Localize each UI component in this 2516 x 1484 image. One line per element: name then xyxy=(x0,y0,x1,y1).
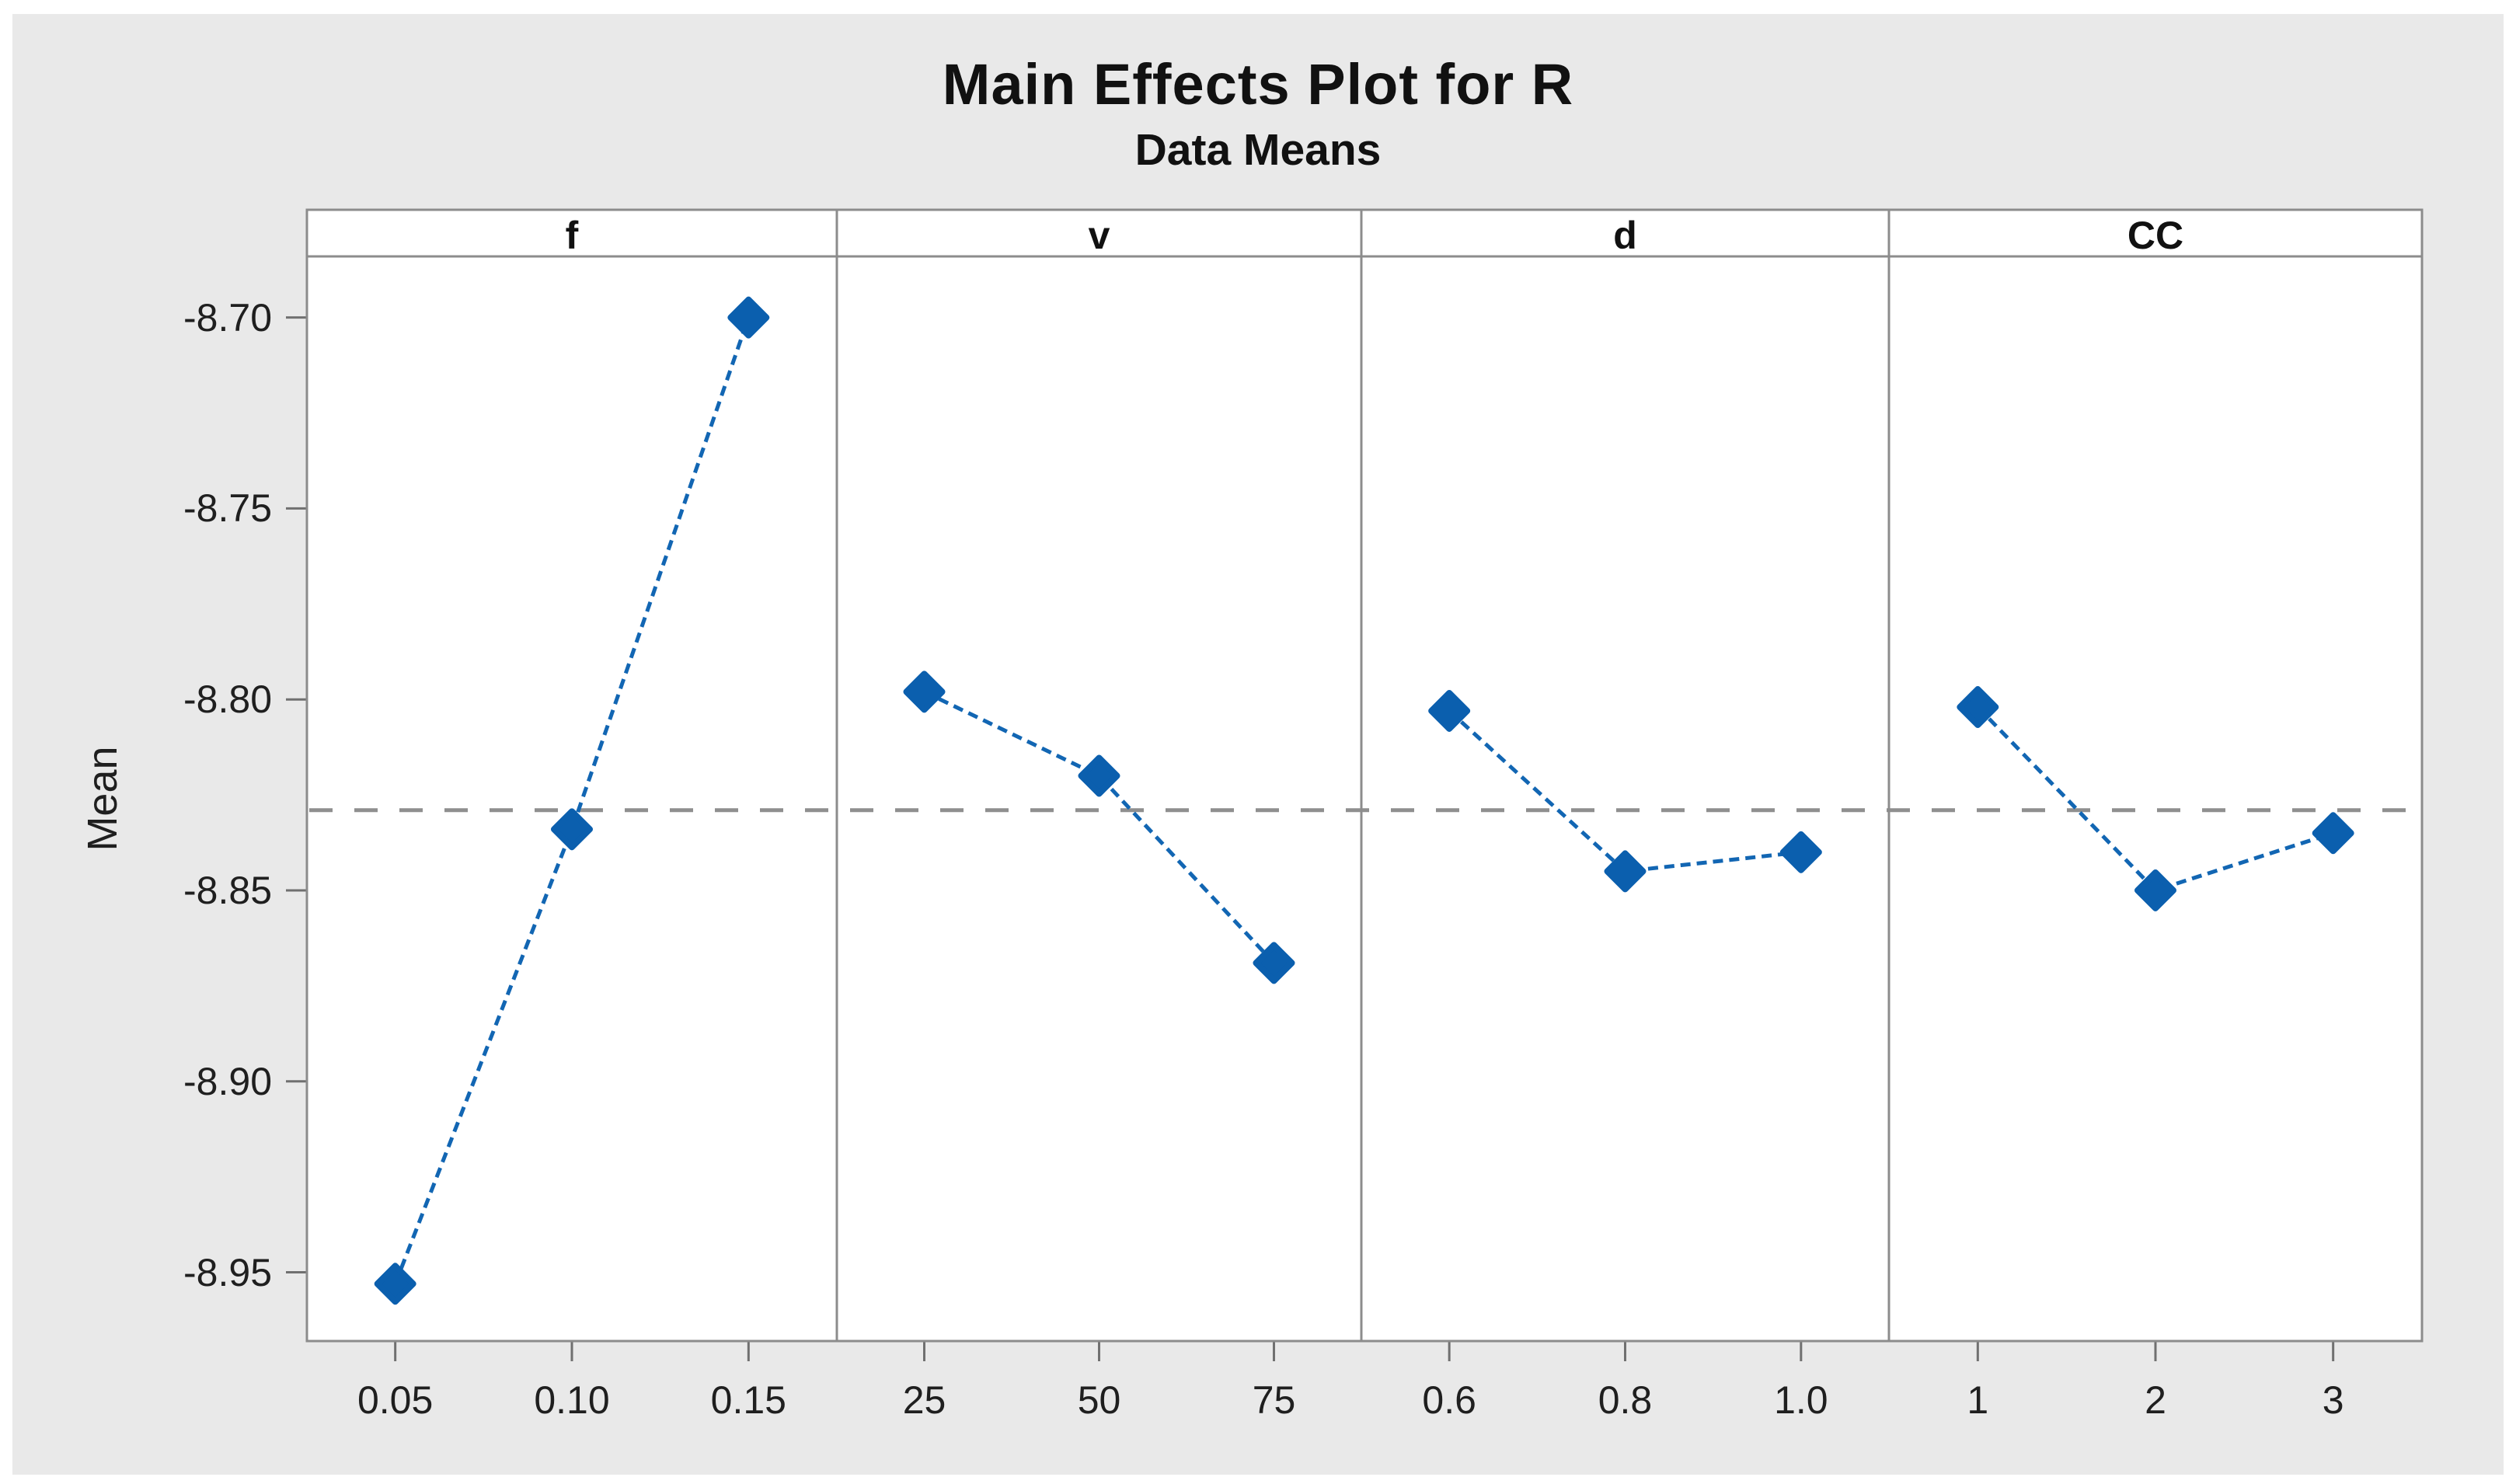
panel-header-d: d xyxy=(1613,214,1637,257)
x-tick-label-v: 75 xyxy=(1252,1378,1296,1422)
marker-d-1.0 xyxy=(1779,831,1822,873)
marker-f-0.10 xyxy=(551,808,593,851)
x-tick-label-f: 0.10 xyxy=(534,1378,610,1422)
marker-v-75 xyxy=(1253,942,1295,984)
series-line-v xyxy=(923,690,1276,965)
panel-header-f: f xyxy=(565,214,579,257)
marker-CC-2 xyxy=(2134,869,2176,911)
marker-f-0.05 xyxy=(374,1263,416,1305)
x-tick-label-d: 0.6 xyxy=(1422,1378,1476,1422)
y-tick-label: -8.85 xyxy=(183,868,272,912)
x-tick-label-v: 25 xyxy=(902,1378,946,1422)
chart-subtitle: Data Means xyxy=(1134,125,1382,175)
marker-v-50 xyxy=(1078,754,1120,797)
x-tick-label-f: 0.15 xyxy=(710,1378,786,1422)
panel-header-band xyxy=(307,210,2422,256)
marker-f-0.15 xyxy=(727,296,770,339)
y-tick-label: -8.95 xyxy=(183,1250,272,1294)
marker-CC-3 xyxy=(2312,812,2354,855)
y-tick-label: -8.70 xyxy=(183,295,272,340)
x-tick-label-CC: 3 xyxy=(2322,1378,2344,1422)
x-tick-label-CC: 1 xyxy=(1967,1378,1989,1422)
marker-d-0.6 xyxy=(1428,689,1471,732)
plot-background xyxy=(307,256,2422,1341)
y-tick-label: -8.80 xyxy=(183,678,272,722)
marker-d-0.8 xyxy=(1604,850,1647,893)
plot-border xyxy=(305,208,2424,1343)
x-tick-label-v: 50 xyxy=(1077,1378,1121,1422)
x-tick-label-f: 0.05 xyxy=(357,1378,434,1422)
marker-CC-1 xyxy=(1957,686,1999,729)
series-line-CC xyxy=(1976,705,2334,893)
panel-header-CC: CC xyxy=(2127,214,2184,257)
panel-header-v: v xyxy=(1088,214,1110,257)
y-tick-label: -8.75 xyxy=(183,486,272,531)
y-tick-label: -8.90 xyxy=(183,1059,272,1103)
x-tick-label-d: 1.0 xyxy=(1774,1378,1828,1422)
chart-title: Main Effects Plot for R xyxy=(942,52,1574,117)
x-tick-label-d: 0.8 xyxy=(1598,1378,1653,1422)
series-line-f xyxy=(393,316,751,1285)
x-tick-label-CC: 2 xyxy=(2145,1378,2166,1422)
marker-v-25 xyxy=(903,671,946,713)
